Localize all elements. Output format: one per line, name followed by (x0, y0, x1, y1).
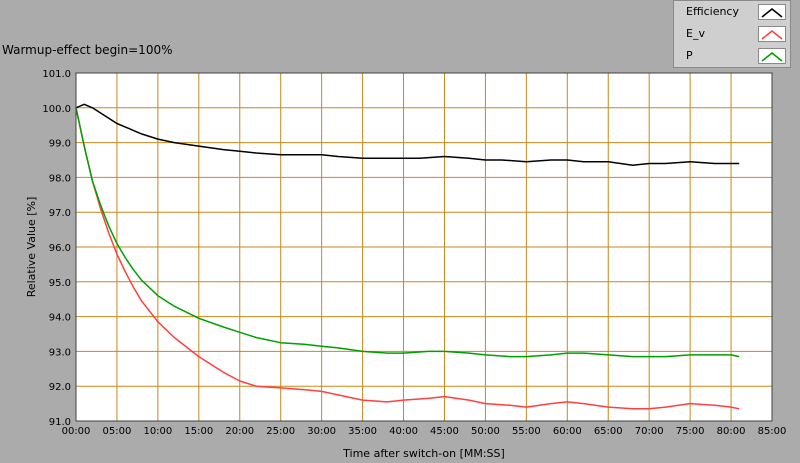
x-tick-label: 00:00 (62, 426, 91, 437)
x-axis-label: Time after switch-on [MM:SS] (342, 447, 505, 460)
y-tick-label: 92.0 (49, 382, 71, 393)
y-tick-label: 101.0 (42, 69, 71, 80)
x-tick-label: 55:00 (512, 426, 541, 437)
y-tick-label: 99.0 (49, 139, 71, 150)
series-line-e-v (75, 107, 740, 410)
y-tick-label: 91.0 (49, 417, 71, 428)
legend-swatch-icon (758, 4, 786, 20)
x-tick-label: 30:00 (307, 426, 336, 437)
y-tick-labels: 91.0 92.0 93.0 94.0 95.0 96.0 97.0 98.0 99.0 100.… (42, 69, 71, 428)
y-tick-label: 94.0 (49, 313, 71, 324)
x-tick-label: 15:00 (184, 426, 213, 437)
legend-item[interactable]: E_v (674, 23, 790, 45)
y-tick-label: 93.0 (49, 347, 71, 358)
x-tick-label: 75:00 (676, 426, 705, 437)
x-tick-label: 70:00 (635, 426, 664, 437)
series-group (75, 103, 740, 410)
x-tick-labels: 00:00 05:00 10:00 15:00 20:00 25:00 30:00 35:00… (62, 426, 787, 437)
legend-swatch-icon (758, 26, 786, 42)
x-tick-label: 80:00 (717, 426, 746, 437)
legend-item[interactable]: Efficiency (674, 1, 790, 23)
x-tick-label: 85:00 (758, 426, 787, 437)
y-tick-label: 97.0 (49, 208, 71, 219)
legend: Efficiency E_v P (673, 0, 791, 68)
plot-border (75, 72, 773, 422)
legend-item[interactable]: P (674, 45, 790, 67)
y-axis-label: Relative Value [%] (25, 197, 38, 298)
chart-title: Warmup-effect begin=100% (2, 43, 173, 57)
x-tick-label: 40:00 (389, 426, 418, 437)
legend-swatch-icon (758, 48, 786, 64)
x-tick-label: 20:00 (225, 426, 254, 437)
x-tick-label: 10:00 (143, 426, 172, 437)
legend-label: P (686, 49, 693, 62)
x-tick-label: 60:00 (553, 426, 582, 437)
legend-label: E_v (686, 27, 705, 40)
x-tick-label: 45:00 (430, 426, 459, 437)
y-tick-label: 100.0 (42, 104, 71, 115)
x-tick-label: 50:00 (471, 426, 500, 437)
legend-label: Efficiency (686, 5, 739, 18)
y-tick-label: 98.0 (49, 173, 71, 184)
series-line-p (75, 107, 740, 358)
y-tick-label: 95.0 (49, 278, 71, 289)
x-tick-label: 35:00 (348, 426, 377, 437)
y-tick-label: 96.0 (49, 243, 71, 254)
x-tick-label: 05:00 (103, 426, 132, 437)
x-tick-label: 25:00 (266, 426, 295, 437)
series-line-efficiency (75, 103, 740, 166)
x-tick-label: 65:00 (594, 426, 623, 437)
